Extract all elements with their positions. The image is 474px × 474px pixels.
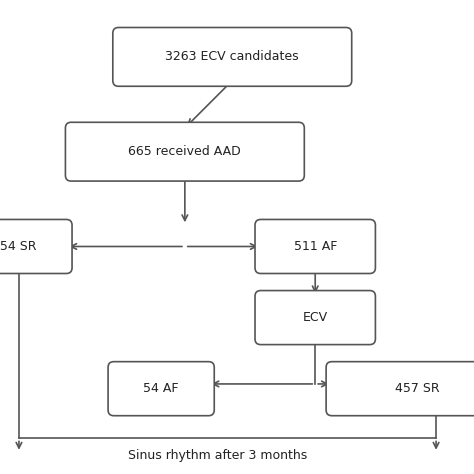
Text: 54 AF: 54 AF — [144, 382, 179, 395]
FancyBboxPatch shape — [326, 362, 474, 416]
FancyBboxPatch shape — [65, 122, 304, 181]
Text: ECV: ECV — [302, 311, 328, 324]
Text: 154 SR: 154 SR — [0, 240, 36, 253]
Text: 665 received AAD: 665 received AAD — [128, 145, 241, 158]
FancyBboxPatch shape — [0, 219, 72, 273]
Text: 457 SR: 457 SR — [395, 382, 439, 395]
FancyBboxPatch shape — [108, 362, 214, 416]
Text: 511 AF: 511 AF — [293, 240, 337, 253]
FancyBboxPatch shape — [255, 291, 375, 345]
FancyBboxPatch shape — [113, 27, 352, 86]
FancyBboxPatch shape — [255, 219, 375, 273]
Text: Sinus rhythm after 3 months: Sinus rhythm after 3 months — [128, 448, 308, 462]
Text: 3263 ECV candidates: 3263 ECV candidates — [165, 50, 299, 64]
